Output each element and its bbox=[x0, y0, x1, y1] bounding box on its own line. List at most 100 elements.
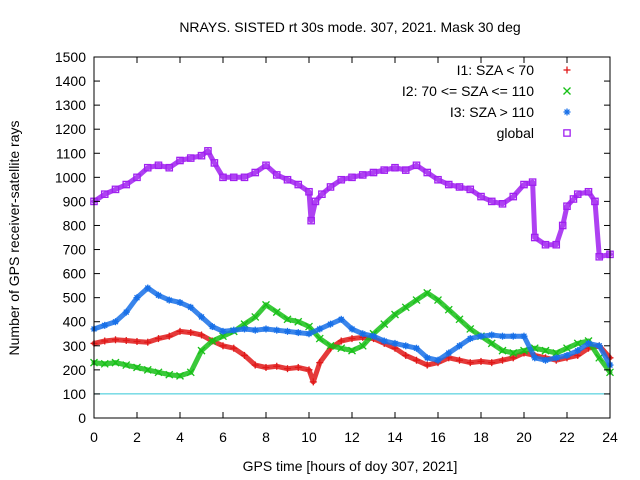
data-point bbox=[595, 353, 604, 362]
data-point bbox=[401, 166, 410, 174]
data-point bbox=[262, 363, 270, 371]
data-point bbox=[488, 359, 496, 367]
data-point bbox=[294, 317, 303, 326]
data-point bbox=[573, 190, 582, 198]
data-point bbox=[530, 233, 539, 242]
data-point bbox=[294, 363, 302, 371]
data-point bbox=[230, 326, 238, 334]
data-point bbox=[100, 190, 109, 198]
data-point bbox=[348, 346, 356, 355]
data-point bbox=[198, 331, 205, 339]
y-tick-label: 1100 bbox=[56, 145, 86, 161]
data-point bbox=[542, 356, 549, 364]
data-point bbox=[573, 339, 582, 348]
data-point bbox=[111, 358, 120, 367]
data-point bbox=[337, 315, 345, 323]
data-point bbox=[155, 291, 162, 299]
data-point bbox=[284, 327, 291, 335]
data-point bbox=[186, 368, 195, 377]
data-point bbox=[305, 366, 313, 374]
data-point bbox=[552, 354, 560, 362]
y-tick-label: 1000 bbox=[55, 169, 86, 185]
data-point bbox=[229, 173, 238, 182]
data-point bbox=[423, 288, 432, 297]
data-point bbox=[219, 342, 227, 350]
data-point bbox=[311, 197, 320, 206]
data-point bbox=[569, 195, 578, 203]
y-tick-label: 300 bbox=[63, 338, 87, 354]
y-tick-label: 900 bbox=[63, 193, 87, 209]
data-point bbox=[509, 192, 518, 201]
data-point bbox=[241, 325, 248, 333]
data-point bbox=[100, 359, 109, 368]
data-point bbox=[520, 332, 528, 340]
data-point bbox=[122, 337, 130, 345]
data-point bbox=[307, 216, 315, 225]
x-tick-label: 16 bbox=[430, 429, 446, 445]
data-point bbox=[272, 171, 281, 179]
data-point bbox=[176, 327, 184, 335]
data-point bbox=[380, 166, 389, 174]
data-point bbox=[230, 344, 238, 352]
data-point bbox=[402, 351, 410, 359]
data-point bbox=[273, 362, 281, 370]
data-point bbox=[176, 298, 184, 306]
data-point bbox=[262, 300, 270, 309]
x-tick-label: 6 bbox=[219, 429, 227, 445]
x-tick-label: 12 bbox=[344, 429, 360, 445]
data-point bbox=[318, 190, 326, 198]
data-point bbox=[456, 342, 463, 350]
data-point bbox=[133, 363, 141, 372]
data-point bbox=[466, 185, 475, 194]
data-point bbox=[391, 310, 399, 319]
data-point bbox=[197, 151, 206, 160]
y-tick-label: 200 bbox=[63, 362, 87, 378]
data-point bbox=[305, 187, 313, 196]
data-point bbox=[487, 197, 496, 206]
x-tick-label: 18 bbox=[473, 429, 489, 445]
data-point bbox=[380, 320, 389, 329]
data-point bbox=[262, 161, 270, 170]
data-point bbox=[434, 356, 442, 364]
y-tick-label: 600 bbox=[63, 266, 87, 282]
data-point bbox=[155, 335, 162, 343]
data-point bbox=[466, 335, 474, 343]
series-global bbox=[90, 147, 614, 261]
legend-label: I3: SZA > 110 bbox=[450, 104, 534, 120]
data-point bbox=[520, 346, 528, 355]
data-point bbox=[219, 327, 227, 335]
data-point bbox=[541, 346, 550, 355]
data-point bbox=[477, 192, 485, 201]
data-point bbox=[434, 296, 442, 305]
data-point bbox=[305, 322, 313, 331]
data-point bbox=[273, 326, 281, 334]
data-point bbox=[337, 175, 346, 184]
data-point bbox=[210, 159, 219, 167]
legend-marker bbox=[563, 129, 571, 137]
y-tick-label: 500 bbox=[63, 290, 87, 306]
x-tick-label: 14 bbox=[387, 429, 403, 445]
data-point bbox=[327, 320, 334, 328]
data-point bbox=[423, 168, 432, 177]
legend-marker bbox=[563, 87, 571, 95]
data-point bbox=[165, 370, 174, 379]
data-point bbox=[144, 338, 152, 346]
data-point bbox=[219, 173, 227, 182]
data-point bbox=[456, 356, 463, 364]
y-tick-label: 400 bbox=[63, 314, 87, 330]
x-tick-label: 10 bbox=[301, 429, 317, 445]
data-point bbox=[563, 344, 571, 353]
data-point bbox=[591, 197, 599, 206]
y-tick-label: 1500 bbox=[55, 49, 86, 65]
data-point bbox=[133, 337, 141, 345]
data-point bbox=[499, 356, 506, 364]
data-point bbox=[326, 341, 335, 350]
data-point bbox=[122, 180, 131, 189]
data-point bbox=[552, 240, 561, 249]
data-point bbox=[122, 308, 130, 316]
data-point bbox=[528, 178, 537, 186]
data-point bbox=[315, 334, 324, 343]
data-point bbox=[294, 329, 302, 337]
data-point bbox=[595, 342, 603, 350]
data-point bbox=[498, 346, 507, 355]
